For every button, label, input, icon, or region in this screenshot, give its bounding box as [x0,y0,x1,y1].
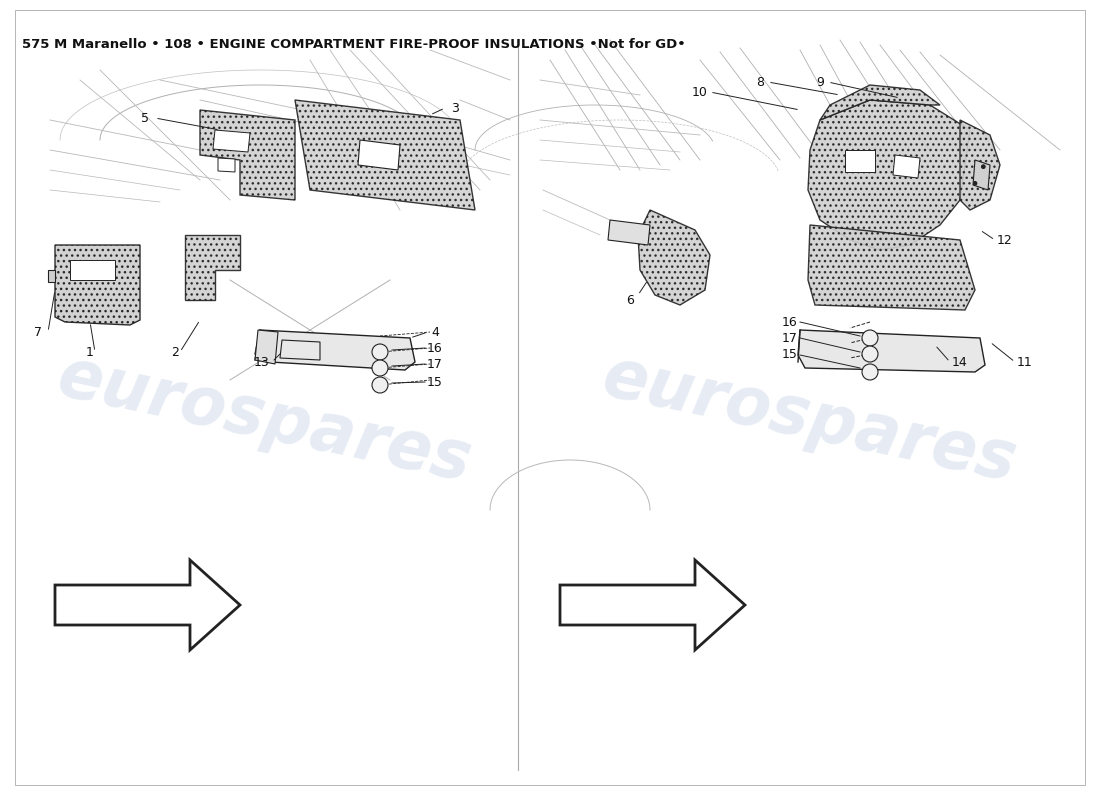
Text: 13: 13 [254,355,270,369]
Polygon shape [185,235,240,300]
Polygon shape [213,130,250,152]
Text: eurospares: eurospares [597,344,1023,496]
Polygon shape [960,120,1000,210]
Polygon shape [55,245,140,325]
Text: 7: 7 [34,326,42,338]
Text: 9: 9 [816,75,824,89]
Polygon shape [255,330,415,370]
Text: 3: 3 [451,102,459,114]
Text: 5: 5 [141,111,149,125]
Text: 17: 17 [782,331,797,345]
Text: 4: 4 [431,326,439,338]
Text: 2: 2 [172,346,179,358]
Polygon shape [358,140,400,170]
Text: 16: 16 [782,315,797,329]
Text: eurospares: eurospares [52,344,477,496]
Circle shape [862,346,878,362]
Polygon shape [820,85,940,120]
Polygon shape [808,100,970,250]
Polygon shape [798,330,984,372]
Polygon shape [845,150,875,172]
Circle shape [372,377,388,393]
Text: 8: 8 [756,75,764,89]
Text: 575 M Maranello • 108 • ENGINE COMPARTMENT FIRE-PROOF INSULATIONS •Not for GD•: 575 M Maranello • 108 • ENGINE COMPARTME… [22,38,685,51]
Polygon shape [218,158,235,172]
Text: 15: 15 [782,349,797,362]
Circle shape [372,360,388,376]
Polygon shape [55,560,240,650]
Polygon shape [295,100,475,210]
Polygon shape [808,225,975,310]
Polygon shape [255,330,278,364]
Text: 11: 11 [1018,355,1033,369]
Text: 15: 15 [427,375,443,389]
Text: 1: 1 [86,346,94,358]
Text: 14: 14 [953,355,968,369]
Polygon shape [608,220,650,245]
Text: 16: 16 [427,342,443,354]
Circle shape [862,364,878,380]
Circle shape [372,344,388,360]
Polygon shape [974,160,990,190]
Text: 12: 12 [997,234,1013,246]
Polygon shape [560,560,745,650]
Polygon shape [638,210,710,305]
Circle shape [862,330,878,346]
Text: 6: 6 [626,294,634,306]
Text: 17: 17 [427,358,443,370]
Polygon shape [70,260,116,280]
Text: 10: 10 [692,86,708,98]
Polygon shape [280,340,320,360]
Polygon shape [200,110,295,200]
Polygon shape [48,270,55,282]
Polygon shape [893,155,920,178]
